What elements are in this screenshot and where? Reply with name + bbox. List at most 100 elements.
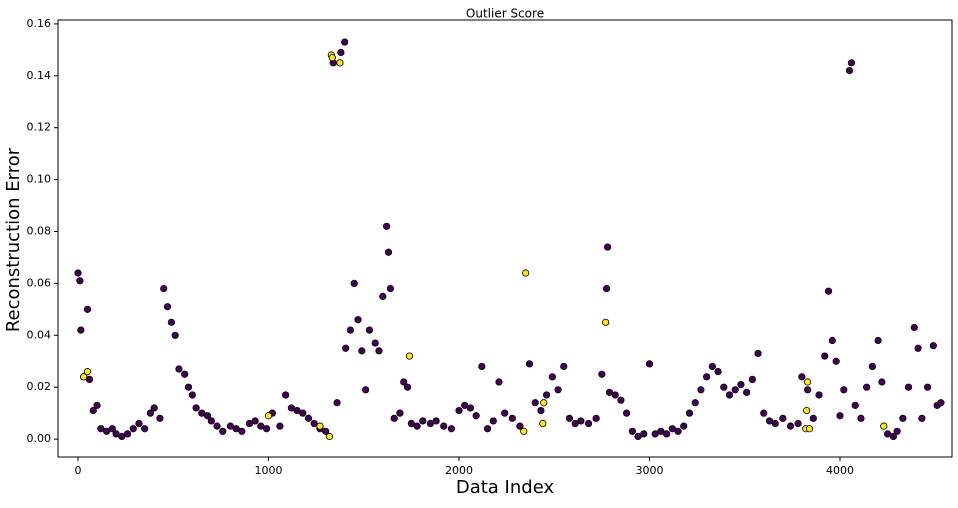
data-point <box>554 386 562 394</box>
y-tick-label: 0.12 <box>27 121 52 134</box>
data-point <box>937 399 945 407</box>
data-point <box>845 67 854 75</box>
data-point <box>880 422 888 430</box>
data-point <box>336 59 344 67</box>
data-point <box>85 375 94 384</box>
data-point <box>685 409 694 417</box>
data-point <box>419 417 427 425</box>
y-tick-label: 0.14 <box>27 69 52 82</box>
data-point <box>129 425 137 433</box>
data-point <box>432 417 440 425</box>
data-point <box>832 357 840 365</box>
data-point <box>824 287 833 295</box>
data-point <box>304 414 313 422</box>
data-point <box>611 391 619 399</box>
data-point <box>531 399 539 407</box>
data-point <box>495 378 503 386</box>
data-point <box>703 373 711 381</box>
data-point <box>76 277 84 285</box>
data-point <box>390 414 398 422</box>
x-axis-label: Data Index <box>456 477 555 498</box>
data-point <box>150 404 158 412</box>
data-point <box>192 404 200 412</box>
data-point <box>362 386 370 394</box>
data-point <box>657 427 665 435</box>
data-point <box>112 430 120 438</box>
data-point <box>350 279 358 287</box>
data-point <box>525 360 534 368</box>
data-point <box>603 243 612 251</box>
data-point <box>847 59 856 67</box>
data-point <box>560 362 568 371</box>
data-point <box>264 412 273 420</box>
data-point <box>731 386 739 394</box>
data-point <box>461 401 469 409</box>
data-point <box>760 409 768 417</box>
data-point <box>156 414 164 422</box>
data-point <box>904 383 913 391</box>
data-point <box>779 414 787 422</box>
data-point <box>146 409 154 417</box>
data-point <box>748 375 756 384</box>
data-point <box>910 323 918 332</box>
data-point <box>354 316 362 324</box>
data-point <box>720 383 728 391</box>
data-point <box>786 422 795 430</box>
data-point <box>645 360 654 368</box>
data-point <box>160 284 168 293</box>
data-point <box>592 414 600 422</box>
data-point <box>804 378 812 386</box>
data-point <box>118 432 126 441</box>
data-point <box>794 419 802 428</box>
data-point <box>213 422 221 430</box>
data-point <box>489 417 497 425</box>
data-point <box>262 425 271 433</box>
data-point <box>322 427 330 435</box>
data-point <box>232 425 240 433</box>
data-point <box>803 406 811 415</box>
data-point <box>80 373 88 381</box>
data-point <box>426 419 435 428</box>
data-point <box>207 417 215 425</box>
data-point <box>836 412 844 420</box>
data-point <box>623 409 631 417</box>
data-point <box>257 422 265 430</box>
data-point <box>640 430 648 438</box>
data-point <box>245 419 254 428</box>
data-point <box>375 347 383 355</box>
y-tick-label: 0.10 <box>27 173 52 186</box>
data-point <box>384 248 393 256</box>
data-point <box>725 391 734 399</box>
data-point <box>466 404 475 412</box>
data-point <box>358 347 366 355</box>
data-point <box>889 432 897 441</box>
data-point <box>371 339 379 347</box>
data-point <box>765 417 774 425</box>
data-point <box>483 425 492 433</box>
x-tick-label: 3000 <box>635 464 663 477</box>
data-point <box>603 284 611 293</box>
y-tick-label: 0.16 <box>27 17 52 30</box>
data-point <box>708 362 716 371</box>
data-point <box>316 422 324 430</box>
data-point <box>310 419 318 428</box>
data-point <box>668 425 676 433</box>
data-point <box>83 368 92 376</box>
y-tick-label: 0.08 <box>27 224 52 237</box>
data-point <box>543 391 551 399</box>
data-point <box>341 38 349 46</box>
data-point <box>691 399 699 407</box>
y-axis-label: Reconstruction Error <box>3 147 24 332</box>
data-point <box>251 417 259 425</box>
data-point <box>89 406 97 415</box>
x-tick-label: 1000 <box>254 464 282 477</box>
data-point <box>97 425 105 433</box>
data-point <box>407 419 415 428</box>
data-point <box>299 409 307 417</box>
data-point <box>135 419 143 428</box>
data-point <box>238 427 246 435</box>
data-point <box>743 388 751 396</box>
data-point <box>83 305 92 313</box>
data-point <box>840 386 848 394</box>
data-point <box>219 427 227 435</box>
